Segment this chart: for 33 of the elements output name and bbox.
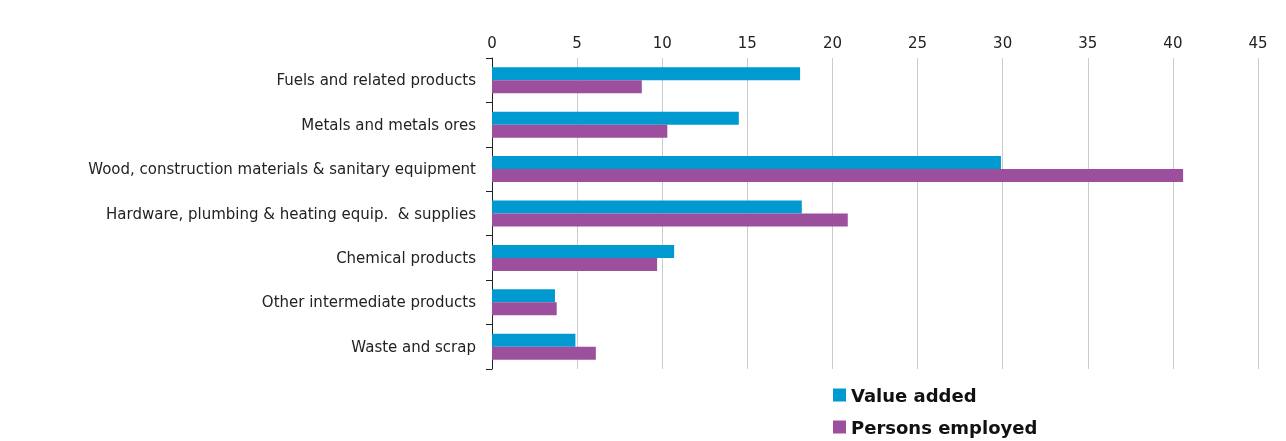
x-tick-label: 30: [993, 33, 1013, 52]
bar: [492, 289, 555, 303]
bar: [492, 213, 848, 227]
y-tick-label: Wood, construction materials & sanitary equipment: [88, 160, 477, 179]
y-tick-label: Fuels and related products: [276, 71, 477, 90]
y-tick-label: Other intermediate products: [261, 293, 477, 312]
y-tick-label: Waste and scrap: [351, 337, 476, 356]
x-tick-label: 0: [487, 33, 497, 52]
y-tick-label: Hardware, plumbing & heating equip. & supplies: [106, 204, 477, 223]
x-tick-label: 35: [1078, 33, 1098, 52]
y-tick-label: Chemical products: [336, 248, 477, 267]
bar: [492, 67, 801, 81]
x-tick-label: 20: [822, 33, 842, 52]
x-tick-label: 25: [908, 33, 928, 52]
y-tick-label: Metals and metals ores: [301, 115, 477, 134]
x-tick-label: 5: [572, 33, 582, 52]
bar: [492, 244, 675, 258]
legend-label: Value added: [851, 384, 977, 406]
bar: [492, 346, 596, 360]
x-tick-label: 40: [1163, 33, 1183, 52]
bar: [492, 302, 557, 316]
bar: [492, 156, 1001, 170]
bar: [492, 200, 802, 214]
bar: [492, 169, 1184, 183]
x-tick-label: 45: [1248, 33, 1268, 52]
x-tick-label: 15: [737, 33, 757, 52]
bar: [492, 257, 658, 271]
legend-label: Persons employed: [851, 416, 1038, 438]
bar: [492, 124, 668, 138]
bar: [492, 111, 739, 125]
x-tick-label: 10: [652, 33, 672, 52]
bar: [492, 333, 576, 347]
bar: [492, 80, 642, 94]
